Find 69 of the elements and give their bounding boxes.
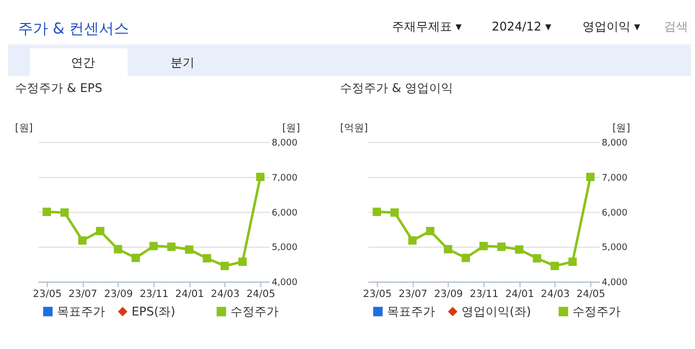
legend-label: 수정주가 xyxy=(572,304,620,319)
y2-tick-label: 5,000 xyxy=(602,243,628,254)
y2-tick-label: 4,000 xyxy=(272,278,298,288)
x-tick-label: 23/07 xyxy=(68,289,98,300)
legend-label: 목표주가 xyxy=(56,304,105,319)
y2-tick-label: 6,000 xyxy=(272,208,298,218)
x-tick-label: 23/11 xyxy=(470,289,498,300)
point xyxy=(256,172,264,182)
point xyxy=(497,242,506,251)
point xyxy=(390,208,399,217)
x-tick-label: 23/11 xyxy=(140,289,168,300)
x-tick-label: 24/03 xyxy=(210,289,240,300)
y2-tick-label: 8,000 xyxy=(602,138,628,149)
x-tick-label: 24/05 xyxy=(246,289,276,300)
point xyxy=(426,226,434,236)
legend-label: 수정주가 xyxy=(230,304,278,319)
x-tick-label: 23/09 xyxy=(434,289,463,300)
text: 영업이익 ▾ xyxy=(582,19,640,34)
point xyxy=(60,208,69,217)
point xyxy=(444,245,452,254)
point xyxy=(220,262,229,270)
point xyxy=(550,262,559,270)
point xyxy=(532,254,542,262)
legend-label: 영업이익(좌) xyxy=(462,304,531,319)
chart-title: 수정주가 & 영업이익 xyxy=(340,81,454,96)
x-tick-label: 23/05 xyxy=(362,289,392,300)
y2-tick-label: 4,000 xyxy=(602,278,628,288)
text: 주가 & 컨센서스 xyxy=(18,19,130,38)
y2-tick-label: 7,000 xyxy=(272,173,298,184)
text: 검색 xyxy=(664,19,688,34)
point xyxy=(479,242,488,250)
point xyxy=(42,208,51,216)
text: 연간 xyxy=(70,55,95,70)
point xyxy=(238,258,247,266)
y2-tick-label: 7,000 xyxy=(602,173,628,184)
point xyxy=(114,245,122,254)
y2-tick-label: 8,000 xyxy=(272,138,298,149)
text: 주재무제표 ▾ xyxy=(392,19,462,34)
x-tick-label: 24/01 xyxy=(175,289,204,300)
point xyxy=(462,254,470,262)
text: 분기 xyxy=(170,55,194,70)
point xyxy=(586,172,595,182)
point xyxy=(568,258,577,266)
x-tick-label: 24/01 xyxy=(505,289,534,300)
point xyxy=(96,226,104,236)
y2-axis-title: [원] xyxy=(282,123,300,134)
point xyxy=(515,245,524,254)
y2-axis-title: [원] xyxy=(612,123,630,134)
x-tick-label: 23/05 xyxy=(32,289,62,300)
point xyxy=(372,208,382,216)
chart-title: 수정주가 & EPS xyxy=(15,81,102,96)
point xyxy=(167,242,176,251)
legend-label: 목표주가 xyxy=(386,304,435,319)
point xyxy=(149,242,158,250)
legend-label: EPS(좌) xyxy=(132,304,176,319)
point xyxy=(184,245,194,254)
point xyxy=(132,254,140,262)
text: 2024/12 ▾ xyxy=(492,19,552,34)
x-tick-label: 24/05 xyxy=(576,289,606,300)
y-axis-title: [억원] xyxy=(340,123,368,134)
x-tick-label: 24/03 xyxy=(540,289,570,300)
y2-tick-label: 6,000 xyxy=(602,208,628,218)
y2-tick-label: 5,000 xyxy=(272,243,298,254)
point xyxy=(78,236,87,245)
x-tick-label: 23/09 xyxy=(104,289,133,300)
point xyxy=(408,236,417,245)
x-tick-label: 23/07 xyxy=(398,289,428,300)
y-axis-title: [원] xyxy=(15,123,33,134)
point xyxy=(202,254,212,262)
